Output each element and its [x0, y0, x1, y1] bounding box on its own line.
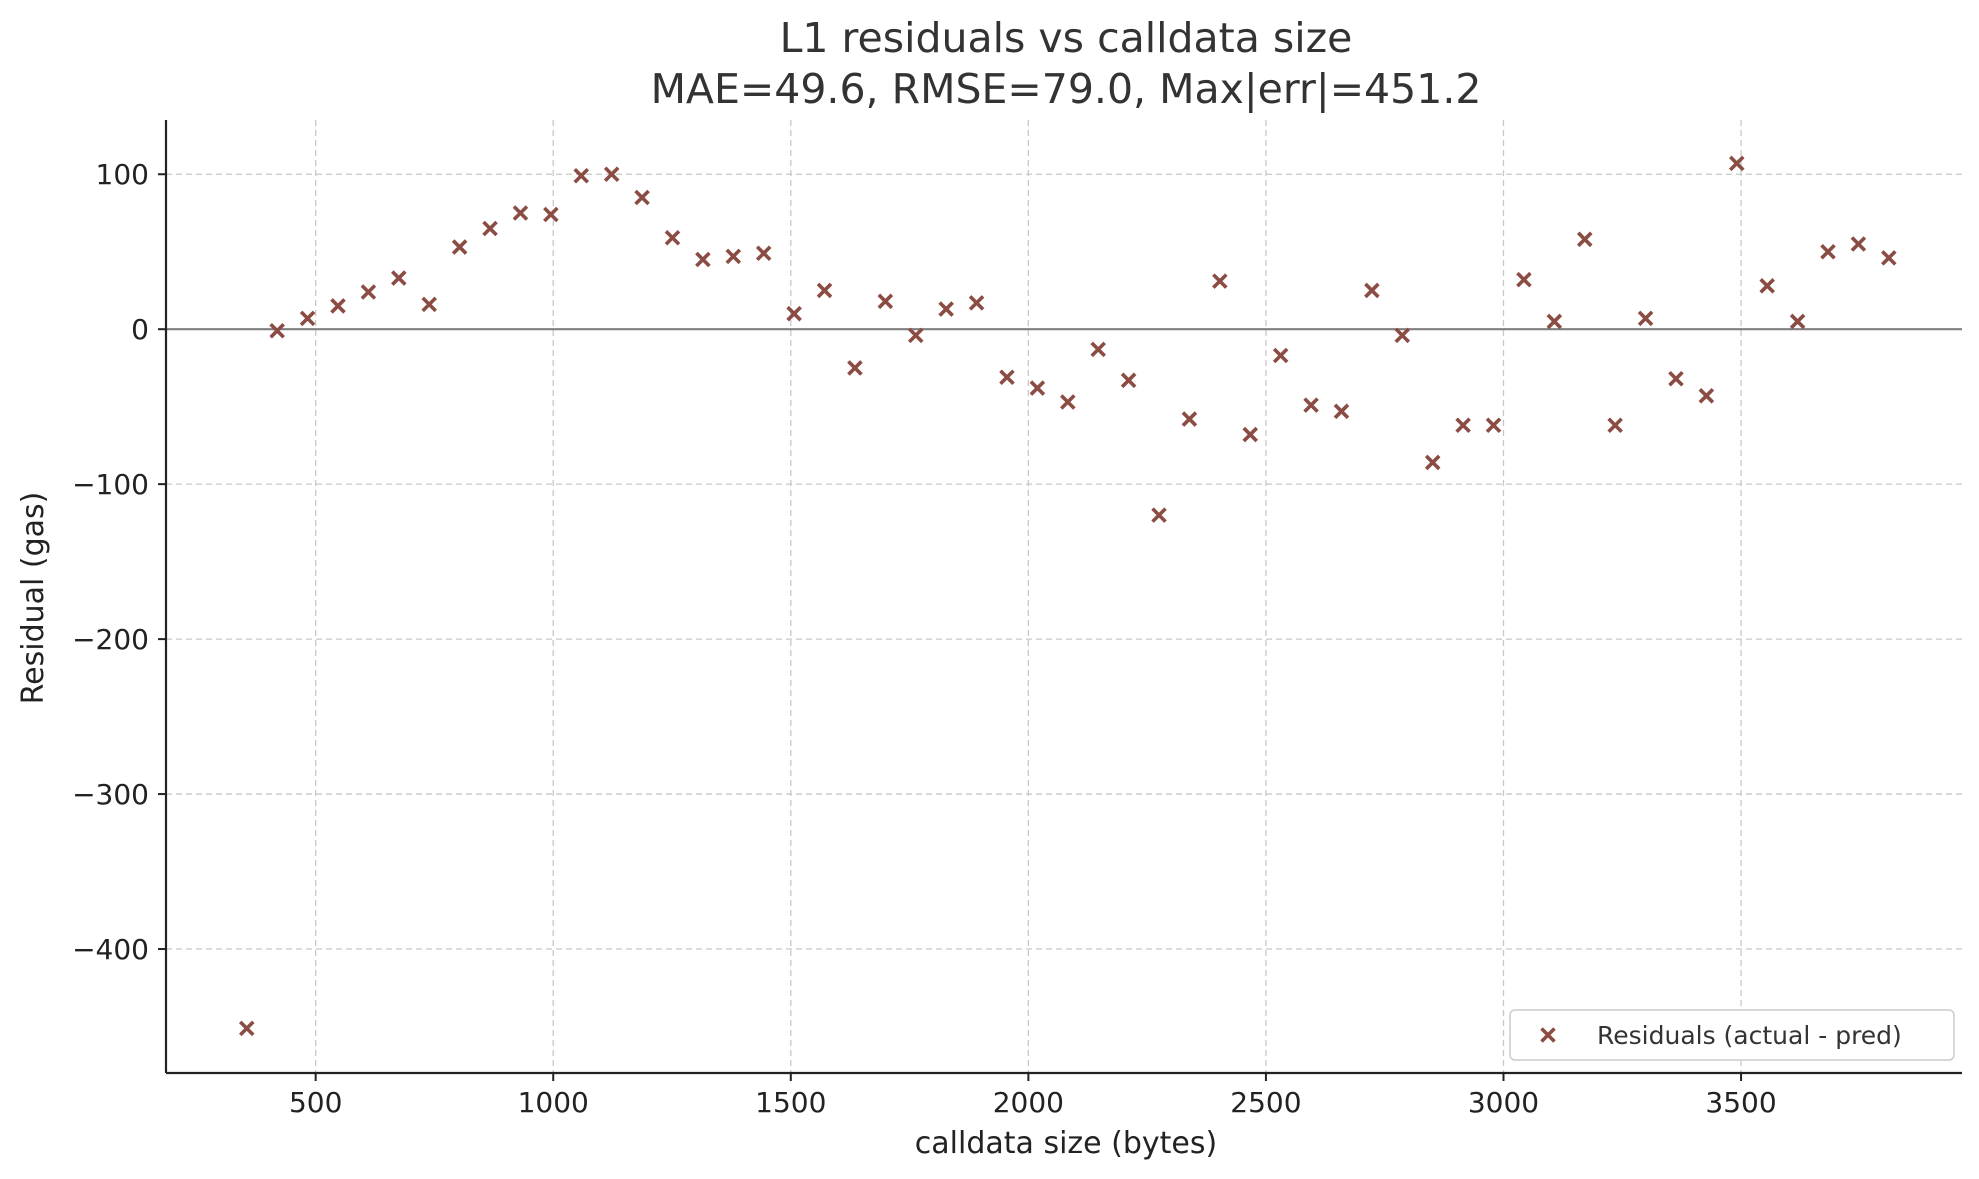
- data-point: [1850, 236, 1867, 252]
- legend-marker-x: [1540, 1027, 1556, 1043]
- data-point: [1303, 397, 1319, 413]
- data-point: [330, 298, 346, 314]
- data-point: [1333, 403, 1350, 420]
- data-point: [1394, 327, 1411, 344]
- chart-title: L1 residuals vs calldata size: [780, 14, 1353, 62]
- y-tick-label: −400: [72, 933, 149, 966]
- legend: Residuals (actual - pred): [1509, 1009, 1955, 1061]
- data-point: [1881, 250, 1897, 266]
- x-axis-ticks: 500 1000 1500 2000 2500 3000 3500: [289, 1073, 1777, 1119]
- data-point: [847, 360, 863, 376]
- data-point: [360, 284, 377, 300]
- data-point: [269, 322, 285, 339]
- data-point: [1637, 310, 1654, 327]
- data-point: [1759, 278, 1775, 294]
- y-tick-label: −300: [72, 778, 149, 811]
- x-tick-label: 500: [289, 1086, 342, 1119]
- data-point: [451, 239, 468, 255]
- data-point: [907, 327, 924, 344]
- data-point: [573, 168, 590, 184]
- data-point: [1272, 347, 1289, 364]
- data-point: [1181, 411, 1198, 427]
- data-point: [755, 245, 772, 262]
- data-point: [725, 248, 742, 265]
- legend-marker: [1540, 1027, 1556, 1043]
- data-points: [238, 155, 1897, 1037]
- y-tick-label: 0: [131, 313, 149, 346]
- data-point: [877, 293, 894, 310]
- data-point: [1455, 417, 1471, 434]
- data-point: [543, 206, 559, 223]
- y-tick-label: 100: [96, 158, 149, 191]
- legend-box: [1509, 1009, 1955, 1061]
- data-point: [299, 310, 316, 327]
- x-tick-label: 1000: [518, 1086, 589, 1119]
- y-tick-label: −100: [72, 468, 149, 501]
- data-point: [1120, 372, 1137, 389]
- data-point: [1151, 507, 1167, 523]
- data-point: [1424, 454, 1441, 471]
- y-axis-ticks: 100 0 −100 −200 −300 −400: [72, 158, 166, 966]
- data-point: [1698, 388, 1715, 404]
- data-point: [1546, 313, 1563, 330]
- data-point: [482, 220, 498, 237]
- x-tick-label: 1500: [755, 1086, 826, 1119]
- data-point: [1364, 282, 1380, 299]
- legend-label: Residuals (actual - pred): [1597, 1021, 1902, 1050]
- data-point: [238, 1020, 255, 1037]
- data-point: [421, 296, 437, 313]
- x-tick-label: 2000: [993, 1086, 1064, 1119]
- x-axis-label: calldata size (bytes): [915, 1126, 1217, 1161]
- data-point: [1485, 417, 1502, 434]
- y-tick-label: −200: [72, 623, 149, 656]
- data-point: [816, 282, 833, 299]
- data-point: [1607, 417, 1623, 434]
- data-point: [1060, 394, 1076, 410]
- data-point: [1242, 426, 1259, 443]
- data-point: [968, 295, 985, 311]
- data-point: [634, 189, 650, 206]
- data-point: [999, 369, 1015, 386]
- data-point: [1820, 243, 1836, 260]
- data-point: [695, 251, 711, 268]
- data-point: [1668, 371, 1684, 387]
- data-point: [603, 166, 620, 183]
- data-point: [1516, 271, 1532, 288]
- data-point: [1029, 380, 1046, 396]
- data-point: [1576, 231, 1593, 248]
- grid-lines: [166, 120, 1962, 1073]
- data-point: [938, 301, 954, 317]
- x-tick-label: 2500: [1230, 1086, 1301, 1119]
- chart-subtitle: MAE=49.6, RMSE=79.0, Max|err|=451.2: [651, 65, 1482, 113]
- data-point: [664, 229, 681, 246]
- data-point: [391, 270, 407, 286]
- y-axis-label: Residual (gas): [16, 492, 51, 705]
- data-point: [1729, 155, 1745, 172]
- data-point: [1789, 313, 1806, 330]
- x-tick-label: 3000: [1468, 1086, 1539, 1119]
- axes-spines: [164, 120, 1962, 1075]
- data-point: [1090, 341, 1106, 358]
- data-point: [1212, 273, 1228, 289]
- x-tick-label: 3500: [1705, 1086, 1776, 1119]
- data-point: [786, 305, 802, 322]
- data-point: [512, 205, 529, 221]
